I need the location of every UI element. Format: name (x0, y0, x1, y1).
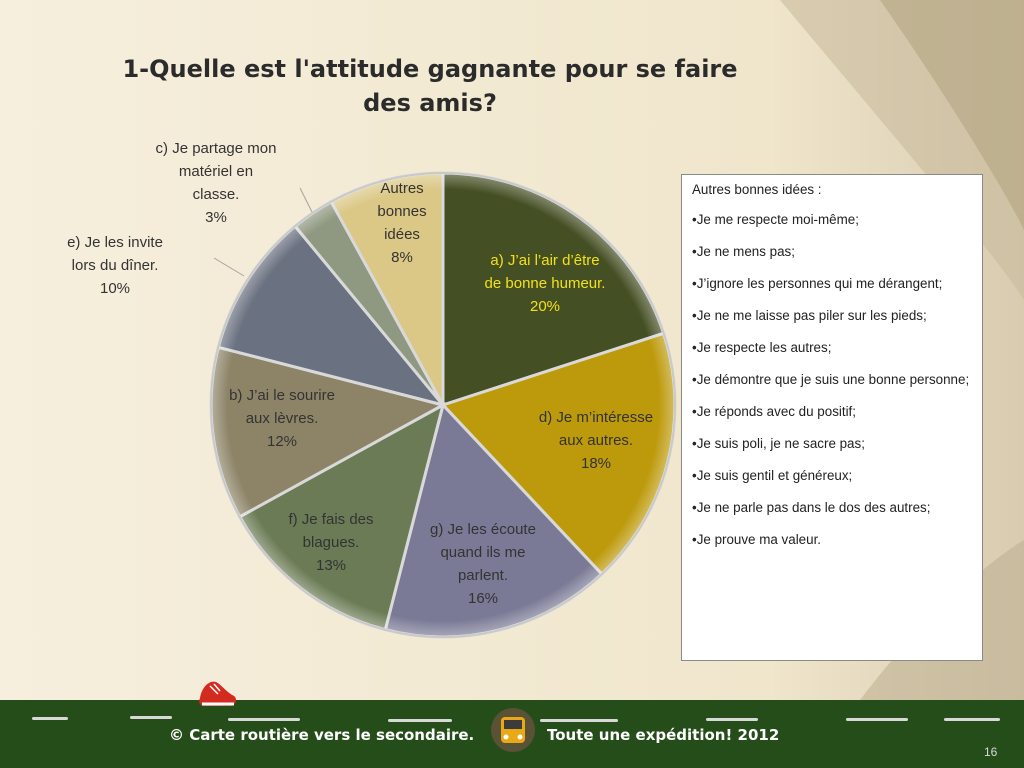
slice-label-text: g) Je les écoute quand ils me parlent. (430, 520, 536, 584)
footer-dash (228, 718, 300, 721)
slice-label: f) Je fais des blagues. 13% (261, 508, 401, 577)
slice-label-text: d) Je m’intéresse aux autres. (538, 408, 654, 449)
footer-copyright: © Carte routière vers le secondaire. (169, 726, 475, 744)
footer-dash (32, 717, 68, 720)
footer-dash (846, 718, 908, 721)
footer-dash (388, 719, 452, 722)
footer-tagline: Toute une expédition! 2012 (547, 726, 780, 744)
slice-percent: 8% (391, 248, 413, 266)
page-number: 16 (984, 745, 998, 759)
leader-line (299, 187, 313, 213)
other-idea-item: Je prouve ma valeur. (692, 531, 972, 548)
slice-label: e) Je les invite lors du dîner. 10% (40, 231, 190, 300)
slice-label-text: b) J’ai le sourire aux lèvres. (229, 386, 335, 427)
other-idea-item: Je suis gentil et généreux; (692, 467, 972, 484)
other-idea-item: Je ne parle pas dans le dos des autres; (692, 499, 972, 516)
other-idea-item: Je réponds avec du positif; (692, 403, 972, 420)
slice-label-text: c) Je partage mon matériel en classe. (155, 139, 277, 203)
other-idea-item: Je respecte les autres; (692, 339, 972, 356)
school-bus-icon (491, 708, 535, 752)
slice-label: a) J’ai l’air d’être de bonne humeur. 20% (470, 249, 620, 318)
slice-label-text: a) J’ai l’air d’être de bonne humeur. (484, 251, 606, 292)
other-ideas-heading: Autres bonnes idées : (692, 182, 822, 197)
slice-percent: 3% (205, 208, 227, 226)
slice-label-text: Autres bonnes idées (377, 179, 427, 243)
other-idea-item: J’ignore les personnes qui me dérangent; (692, 275, 972, 292)
other-idea-item: Je ne me laisse pas piler sur les pieds; (692, 307, 972, 324)
other-ideas-list: Je me respecte moi-même; Je ne mens pas; J… (692, 211, 972, 548)
slice-label-text: e) Je les invite lors du dîner. (67, 233, 163, 274)
other-idea-item: Je suis poli, je ne sacre pas; (692, 435, 972, 452)
other-idea-item: Je ne mens pas; (692, 243, 972, 260)
chart-title: 1-Quelle est l'attitude gagnante pour se… (122, 55, 738, 117)
slice-percent: 18% (580, 454, 612, 472)
footer-dash (130, 716, 172, 719)
slice-label: b) J’ai le sourire aux lèvres. 12% (207, 384, 357, 453)
footer-dash (706, 718, 758, 721)
slice-label: c) Je partage mon matériel en classe. 3% (136, 137, 296, 229)
slice-label: g) Je les écoute quand ils me parlent. 16% (413, 518, 553, 610)
slice-label: d) Je m’intéresse aux autres. 18% (521, 406, 671, 475)
footer-dash (540, 719, 618, 722)
slice-label: Autres bonnes idées 8% (357, 177, 447, 269)
pie-chart (209, 171, 677, 639)
leader-line (213, 257, 245, 277)
slice-percent: 20% (529, 297, 561, 315)
pie-rim (210, 172, 676, 638)
red-sneaker-icon (199, 681, 237, 706)
slice-label-text: f) Je fais des blagues. (288, 510, 374, 551)
other-ideas-box: Autres bonnes idées : Je me respecte moi… (681, 174, 983, 661)
slice-percent: 12% (266, 432, 298, 450)
footer-dash (944, 718, 1000, 721)
other-idea-item: Je démontre que je suis une bonne person… (692, 371, 972, 388)
slice-percent: 16% (467, 589, 499, 607)
slice-percent: 13% (315, 556, 347, 574)
other-idea-item: Je me respecte moi-même; (692, 211, 972, 228)
slice-percent: 10% (99, 279, 131, 297)
